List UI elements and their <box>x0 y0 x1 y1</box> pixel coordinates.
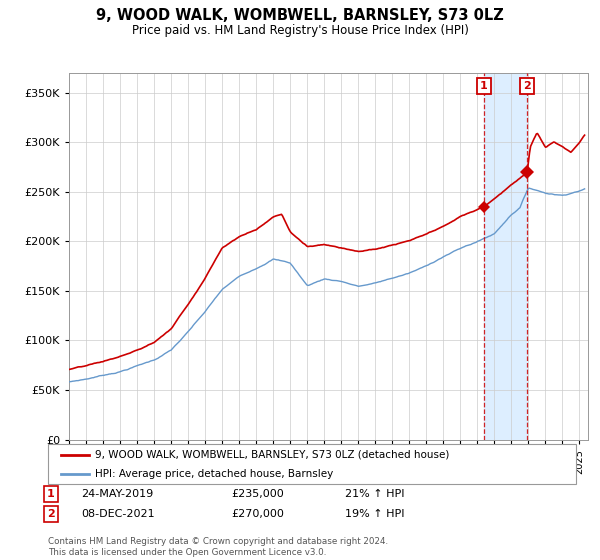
Bar <box>484 73 527 440</box>
Text: 19% ↑ HPI: 19% ↑ HPI <box>345 509 404 519</box>
Text: Contains HM Land Registry data © Crown copyright and database right 2024.
This d: Contains HM Land Registry data © Crown c… <box>48 537 388 557</box>
Text: 1: 1 <box>480 81 488 91</box>
Text: 2: 2 <box>47 509 55 519</box>
Text: 08-DEC-2021: 08-DEC-2021 <box>81 509 155 519</box>
Text: 9, WOOD WALK, WOMBWELL, BARNSLEY, S73 0LZ (detached house): 9, WOOD WALK, WOMBWELL, BARNSLEY, S73 0L… <box>95 450 449 460</box>
Text: £235,000: £235,000 <box>231 489 284 499</box>
Text: HPI: Average price, detached house, Barnsley: HPI: Average price, detached house, Barn… <box>95 469 333 478</box>
Text: 2: 2 <box>523 81 531 91</box>
Text: £270,000: £270,000 <box>231 509 284 519</box>
Text: Price paid vs. HM Land Registry's House Price Index (HPI): Price paid vs. HM Land Registry's House … <box>131 24 469 36</box>
Text: 1: 1 <box>47 489 55 499</box>
Text: 9, WOOD WALK, WOMBWELL, BARNSLEY, S73 0LZ: 9, WOOD WALK, WOMBWELL, BARNSLEY, S73 0L… <box>96 8 504 24</box>
Text: 24-MAY-2019: 24-MAY-2019 <box>81 489 153 499</box>
Text: 21% ↑ HPI: 21% ↑ HPI <box>345 489 404 499</box>
